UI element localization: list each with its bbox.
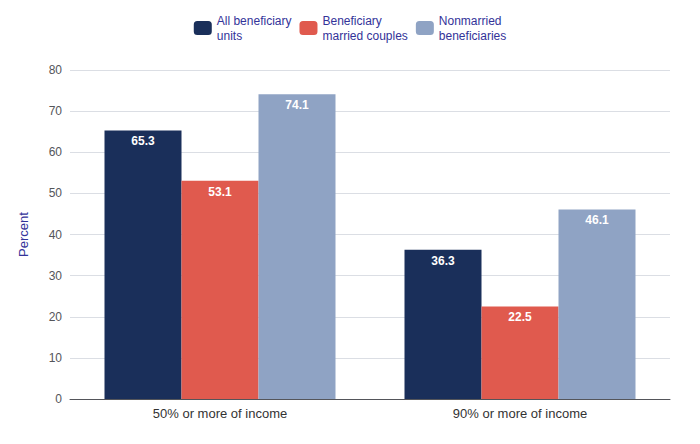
svg-text:married couples: married couples (322, 29, 407, 43)
svg-text:10: 10 (49, 351, 63, 365)
svg-text:60: 60 (49, 145, 63, 159)
svg-text:50% or more of income: 50% or more of income (153, 406, 287, 421)
svg-text:36.3: 36.3 (431, 254, 455, 268)
svg-text:Percent: Percent (16, 212, 31, 257)
svg-text:22.5: 22.5 (508, 310, 532, 324)
svg-text:70: 70 (49, 104, 63, 118)
svg-text:beneficiaries: beneficiaries (439, 29, 506, 43)
svg-text:All beneficiary: All beneficiary (217, 14, 292, 28)
svg-text:0: 0 (55, 392, 62, 406)
svg-text:74.1: 74.1 (285, 98, 309, 112)
svg-text:46.1: 46.1 (585, 213, 609, 227)
svg-text:53.1: 53.1 (208, 185, 232, 199)
svg-text:Nonmarried: Nonmarried (439, 14, 502, 28)
svg-text:80: 80 (49, 63, 63, 77)
svg-text:40: 40 (49, 228, 63, 242)
svg-text:90% or more of income: 90% or more of income (453, 406, 587, 421)
svg-text:30: 30 (49, 269, 63, 283)
svg-text:20: 20 (49, 310, 63, 324)
svg-text:50: 50 (49, 186, 63, 200)
svg-text:65.3: 65.3 (131, 134, 155, 148)
svg-text:Beneficiary: Beneficiary (322, 14, 381, 28)
svg-text:units: units (217, 29, 242, 43)
